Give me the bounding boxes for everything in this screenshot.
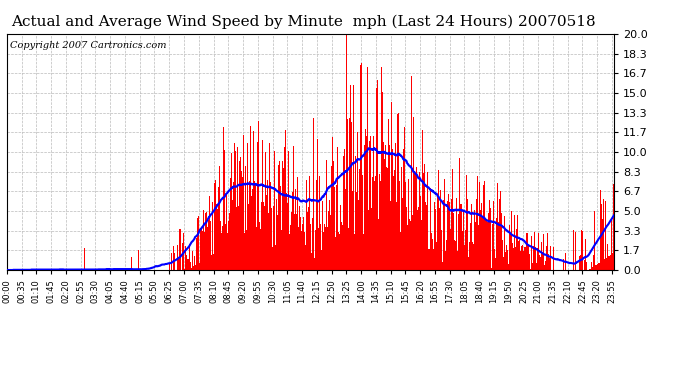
Text: Actual and Average Wind Speed by Minute  mph (Last 24 Hours) 20070518: Actual and Average Wind Speed by Minute … [11,15,596,29]
Text: Copyright 2007 Cartronics.com: Copyright 2007 Cartronics.com [10,41,166,50]
